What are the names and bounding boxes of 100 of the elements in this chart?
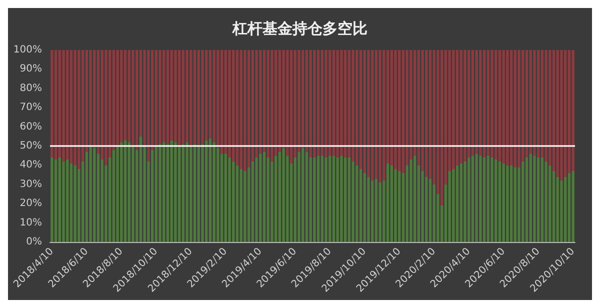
bar [197,146,200,242]
bar [120,142,123,242]
bar [278,50,282,152]
bar [178,146,181,242]
bar [204,140,208,242]
y-tick-label: 80% [20,82,42,94]
bar [533,50,536,156]
bar [232,161,235,242]
bar [259,154,262,242]
bar [510,50,513,166]
bar [136,50,138,150]
bar [548,165,552,242]
y-tick-label: 0% [26,236,42,248]
bar [66,159,69,242]
bar [89,146,92,242]
bar [270,50,274,162]
bar [460,50,462,164]
bar [374,50,378,179]
bar [440,50,444,206]
bar [150,150,154,242]
bar [154,146,158,242]
bar [112,150,116,242]
bar [564,50,567,177]
bar [479,50,482,156]
bar [154,50,158,146]
bar [50,50,54,158]
bar [236,165,239,242]
bar [398,170,401,242]
bar [564,176,567,242]
bar [475,50,478,154]
bar [410,159,412,242]
bar [394,50,397,170]
bar [471,50,474,156]
bar [340,50,343,156]
bar [290,50,293,164]
bar [332,50,336,156]
y-tick-label: 50% [20,140,42,152]
bar [116,50,119,146]
bar [266,50,270,158]
bar [498,50,502,162]
bar [356,165,358,242]
bar [324,158,328,242]
bar [274,156,278,242]
bar [394,169,397,242]
bar [128,142,130,242]
bar [382,50,386,181]
bar [124,140,127,242]
bar [240,50,242,170]
bar [514,167,517,242]
bar [124,50,127,140]
y-tick-label: 90% [20,64,42,75]
bar [104,50,108,166]
bar [428,178,432,242]
bar [479,156,482,242]
bar [498,161,502,242]
bar [540,158,544,242]
bar [212,142,216,242]
bar [54,50,58,160]
y-tick-label: 10% [20,217,42,228]
bar [332,156,336,242]
bar [174,142,177,242]
bar [464,161,466,242]
bar [320,50,324,156]
bar [240,169,242,242]
bar [170,140,173,242]
bar [536,50,540,158]
bar [70,163,73,242]
bar [132,50,134,146]
y-tick-label: 100% [13,44,42,56]
bar [316,156,320,242]
bar [374,178,378,242]
bar [390,50,393,166]
bar [320,156,324,242]
bar [182,50,185,144]
bar [560,50,563,181]
bar [370,50,374,181]
bar [116,146,119,242]
bar [363,50,366,173]
bar [522,161,524,242]
bar [464,50,466,162]
bar [62,161,65,242]
bar [452,169,455,242]
bar [529,50,532,154]
bar [402,50,405,173]
bar [255,158,258,242]
chart-title: 杠杆基金持仓多空比 [232,20,368,38]
bar [529,154,532,242]
bar [452,50,455,170]
bar [316,50,320,156]
bar [344,50,347,158]
bar [259,50,262,154]
bar [386,163,390,242]
bar [178,50,181,146]
bar [482,50,486,158]
bar [359,169,362,242]
bar [556,50,559,177]
bar [50,158,54,242]
bar [370,180,374,242]
bar [367,176,370,242]
bar [208,50,212,138]
